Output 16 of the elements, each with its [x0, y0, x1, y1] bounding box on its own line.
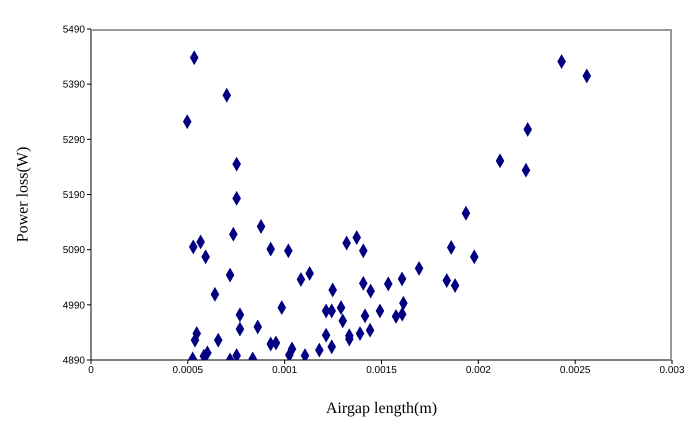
- x-tick-label: 0.003: [659, 365, 685, 376]
- y-tick-label: 4890: [62, 356, 86, 367]
- y-tick-label: 5490: [62, 24, 86, 36]
- x-tick-label: 0.0015: [366, 365, 398, 376]
- x-tick-label: 0.001: [272, 365, 298, 376]
- y-tick-label: 5290: [62, 134, 86, 146]
- x-tick-label: 0.0025: [560, 365, 591, 376]
- x-axis-title: Airgap length(m): [326, 400, 438, 417]
- y-tick-label: 5190: [62, 190, 86, 202]
- x-tick-label: 0: [88, 365, 94, 376]
- x-tick-label: 0.0005: [172, 365, 204, 376]
- y-axis-title: Power loss(W): [14, 146, 32, 242]
- x-tick-label: 0.002: [466, 365, 492, 376]
- y-tick-label: 5090: [62, 245, 86, 256]
- y-tick-label: 5390: [62, 80, 86, 91]
- y-tick-label: 4990: [62, 300, 86, 312]
